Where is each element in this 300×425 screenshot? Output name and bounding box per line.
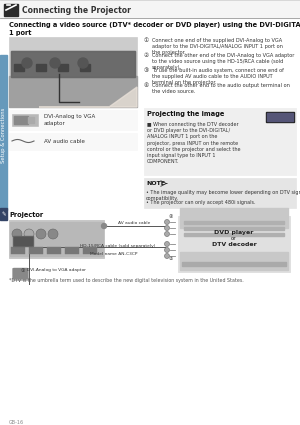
Bar bbox=[9, 110, 137, 130]
Text: • The projector can only accept 480i signals.: • The projector can only accept 480i sig… bbox=[146, 200, 256, 205]
Bar bbox=[184, 227, 284, 230]
Bar bbox=[13, 236, 33, 246]
Circle shape bbox=[24, 229, 34, 239]
Circle shape bbox=[48, 229, 58, 239]
Bar bbox=[267, 113, 293, 121]
Text: Setup & Connections: Setup & Connections bbox=[1, 108, 6, 163]
Circle shape bbox=[22, 58, 32, 68]
Bar bbox=[0, 0, 300, 18]
Bar bbox=[178, 216, 290, 272]
Text: DVD player: DVD player bbox=[214, 230, 254, 235]
Bar bbox=[58, 64, 68, 71]
Text: ✎: ✎ bbox=[1, 212, 6, 218]
Bar bbox=[180, 208, 288, 228]
Circle shape bbox=[101, 224, 106, 229]
Bar bbox=[9, 37, 137, 107]
Text: DTV decoder: DTV decoder bbox=[212, 241, 256, 246]
Text: or: or bbox=[231, 235, 237, 241]
Bar bbox=[0, 208, 7, 220]
Bar bbox=[266, 112, 294, 122]
Bar bbox=[9, 133, 137, 150]
Bar bbox=[184, 233, 284, 236]
Circle shape bbox=[36, 229, 46, 239]
Text: ②: ② bbox=[144, 53, 149, 58]
Circle shape bbox=[164, 219, 169, 224]
Bar bbox=[14, 116, 28, 124]
Text: ④: ④ bbox=[169, 214, 173, 219]
Text: ②: ② bbox=[169, 256, 173, 261]
Text: ③: ③ bbox=[144, 68, 149, 73]
Text: Connect one end of the supplied DVI-Analog to VGA
adaptor to the DVI-DIGITAL/ANA: Connect one end of the supplied DVI-Anal… bbox=[152, 38, 283, 55]
Bar bbox=[144, 178, 296, 208]
Text: 1 port: 1 port bbox=[9, 30, 32, 36]
Bar bbox=[29, 247, 43, 254]
Bar bbox=[83, 247, 97, 254]
Text: HD-15/RCA cable (sold separately): HD-15/RCA cable (sold separately) bbox=[80, 244, 155, 248]
Text: Connecting the Projector: Connecting the Projector bbox=[22, 6, 131, 14]
Bar bbox=[47, 247, 61, 254]
Bar bbox=[9, 220, 104, 258]
Text: ④: ④ bbox=[144, 83, 149, 88]
Text: *DTV is the umbrella term used to describe the new digital television system in : *DTV is the umbrella term used to descri… bbox=[9, 278, 244, 283]
Circle shape bbox=[164, 232, 169, 236]
Bar bbox=[144, 108, 296, 175]
Bar bbox=[9, 76, 137, 107]
Bar bbox=[10, 222, 103, 256]
Bar bbox=[12, 114, 38, 126]
Text: ①: ① bbox=[144, 38, 149, 43]
Text: ①: ① bbox=[21, 268, 26, 273]
Circle shape bbox=[164, 226, 169, 230]
Bar bbox=[4, 4, 18, 16]
Circle shape bbox=[12, 229, 22, 239]
Bar bbox=[180, 252, 288, 270]
Bar bbox=[28, 117, 34, 123]
Text: • The image quality may become lower depending on DTV signal
compatibility.: • The image quality may become lower dep… bbox=[146, 190, 300, 201]
Bar bbox=[11, 51, 135, 77]
Bar bbox=[184, 221, 284, 224]
Bar bbox=[11, 51, 135, 77]
Text: DVI-Analog to VGA adaptor: DVI-Analog to VGA adaptor bbox=[27, 268, 86, 272]
Circle shape bbox=[50, 58, 60, 68]
Text: DVI-Analog to VGA
adaptor: DVI-Analog to VGA adaptor bbox=[44, 114, 95, 126]
Text: Connecting a video source (DTV* decoder or DVD player) using the DVI-DIGITAL/ANA: Connecting a video source (DTV* decoder … bbox=[9, 22, 300, 28]
Bar bbox=[11, 247, 25, 254]
Bar bbox=[65, 247, 79, 254]
Text: Connect the other end to the audio output terminal on
the video source.: Connect the other end to the audio outpu… bbox=[152, 83, 290, 94]
Bar bbox=[14, 64, 24, 71]
Circle shape bbox=[164, 253, 169, 258]
Text: AV audio cable: AV audio cable bbox=[44, 139, 85, 144]
Bar bbox=[12, 268, 28, 280]
Bar bbox=[36, 64, 46, 71]
Bar bbox=[0, 55, 7, 210]
Text: AV audio cable: AV audio cable bbox=[118, 221, 150, 225]
Circle shape bbox=[164, 247, 169, 252]
Bar bbox=[80, 64, 90, 71]
Bar bbox=[182, 262, 286, 266]
Text: Connect the other end of the DVI-Analog to VGA adaptor
to the video source using: Connect the other end of the DVI-Analog … bbox=[152, 53, 294, 70]
Text: GB-16: GB-16 bbox=[9, 420, 24, 425]
Bar bbox=[13, 268, 27, 278]
Text: ■ When connecting the DTV decoder
or DVD player to the DVI-DIGITAL/
ANALOG INPUT: ■ When connecting the DTV decoder or DVD… bbox=[147, 122, 241, 164]
Circle shape bbox=[164, 241, 169, 246]
Text: Projector: Projector bbox=[9, 212, 43, 218]
Bar bbox=[14, 237, 32, 245]
Circle shape bbox=[78, 58, 88, 68]
Text: Model name AN-C3CP: Model name AN-C3CP bbox=[90, 252, 137, 256]
Text: To use the built-in audio system, connect one end of
the supplied AV audio cable: To use the built-in audio system, connec… bbox=[152, 68, 284, 85]
Text: Projecting the image: Projecting the image bbox=[147, 111, 224, 117]
Text: NOTE: NOTE bbox=[146, 181, 165, 186]
Polygon shape bbox=[39, 87, 137, 107]
